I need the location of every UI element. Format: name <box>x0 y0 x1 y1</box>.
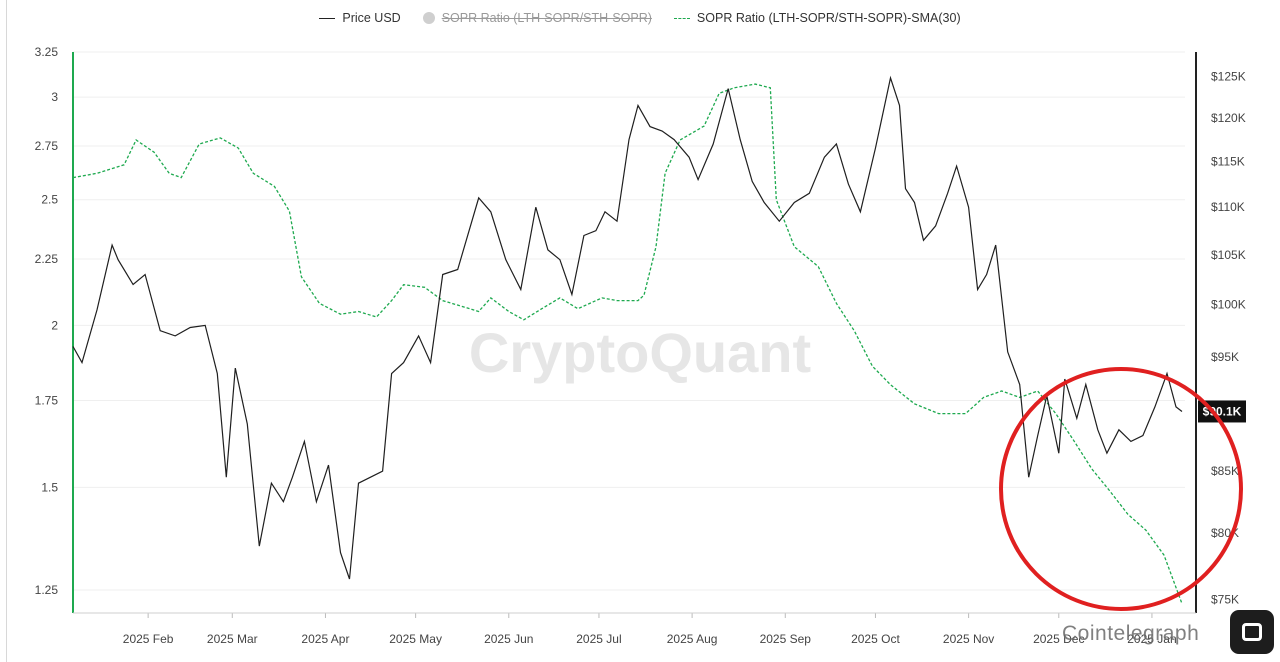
x-axis-tick-label: 2025 Jan <box>1127 632 1176 646</box>
left-axis-tick-label: 3.25 <box>35 45 59 59</box>
current-price-label: $90.1K <box>1203 404 1242 418</box>
grid-lines <box>73 51 1185 591</box>
disabled-dot-swatch-icon <box>422 12 435 24</box>
right-axis-tick-label: $75K <box>1211 592 1239 606</box>
legend-item-sopr-sma[interactable]: SOPR Ratio (LTH-SOPR/STH-SOPR)-SMA(30) <box>673 11 961 25</box>
legend-item-price[interactable]: Price USD <box>319 11 401 25</box>
cointelegraph-watermark: Cointelegraph <box>1062 622 1199 646</box>
x-axis-tick-label: 2025 Nov <box>943 632 994 646</box>
panel-edge <box>6 0 7 662</box>
annotation-circle <box>999 367 1243 611</box>
right-axis-tick-label: $120K <box>1211 111 1246 125</box>
x-axis-tick-label: 2025 Jun <box>484 632 533 646</box>
price-line <box>72 75 1183 580</box>
left-axis-tick-label: 1.25 <box>35 583 59 597</box>
x-axis-tick-label: 2025 Feb <box>123 632 174 646</box>
x-axis-tick-label: 2025 Dec <box>1033 632 1084 646</box>
logo-mark <box>1242 623 1262 641</box>
x-axis-tick-label: 2025 Apr <box>301 632 349 646</box>
x-axis-tick-label: 2025 May <box>389 632 442 646</box>
right-axis-tick-label: $95K <box>1211 350 1239 364</box>
legend-label-price: Price USD <box>342 11 401 25</box>
x-axis-tick-label: 2025 Oct <box>851 632 900 646</box>
left-axis-tick-label: 1.75 <box>35 394 59 408</box>
legend-item-sopr-ratio[interactable]: SOPR Ratio (LTH-SOPR/STH-SOPR) <box>422 11 652 25</box>
cointelegraph-credit: Cointelegraph <box>1062 622 1200 645</box>
chart-legend: Price USD SOPR Ratio (LTH-SOPR/STH-SOPR)… <box>0 8 1280 28</box>
cointelegraph-logo-icon <box>1230 610 1274 654</box>
cryptoquant-watermark: CryptoQuant <box>469 321 811 384</box>
left-axis-tick-label: 3 <box>51 90 58 104</box>
right-axis-tick-label: $125K <box>1211 69 1246 83</box>
x-axis-tick-label: 2025 Sep <box>760 632 812 646</box>
right-axis-tick-label: $105K <box>1211 248 1246 262</box>
x-axis-tick-label: 2025 Jul <box>576 632 621 646</box>
x-axis-tick-label: 2025 Aug <box>667 632 718 646</box>
right-axis-tick-label: $110K <box>1211 200 1245 214</box>
legend-label-sopr-sma: SOPR Ratio (LTH-SOPR/STH-SOPR)-SMA(30) <box>696 11 961 25</box>
right-axis-tick-label: $85K <box>1211 464 1239 478</box>
dashed-line-swatch-icon <box>673 17 690 19</box>
x-axis-tick-label: 2025 Mar <box>207 632 258 646</box>
axes: 1.251.51.7522.252.52.7533.25$75K$80K$85K… <box>35 45 1246 646</box>
left-axis-tick-label: 2 <box>51 318 58 332</box>
right-axis-tick-label: $115K <box>1211 155 1245 169</box>
price-line-swatch-icon <box>319 17 336 19</box>
annotation-layer <box>999 367 1243 611</box>
left-axis-tick-label: 2.5 <box>41 193 58 207</box>
price-series <box>72 75 1183 580</box>
right-axis-tick-label: $100K <box>1211 298 1246 312</box>
sopr-sma-series <box>72 83 1183 604</box>
legend-label-sopr-ratio: SOPR Ratio (LTH-SOPR/STH-SOPR) <box>441 11 652 25</box>
left-axis-tick-label: 2.75 <box>35 139 59 153</box>
left-axis-tick-label: 2.25 <box>35 252 59 266</box>
left-axis-tick-label: 1.5 <box>41 480 58 494</box>
sopr-sma-line <box>72 83 1183 604</box>
